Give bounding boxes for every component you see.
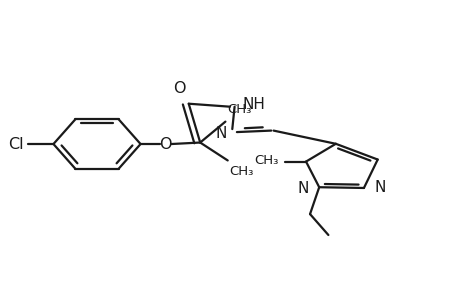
Text: CH₃: CH₃ (226, 103, 251, 116)
Text: CH₃: CH₃ (229, 165, 253, 178)
Text: O: O (159, 136, 172, 152)
Text: N: N (215, 126, 226, 141)
Text: N: N (297, 181, 308, 196)
Text: N: N (373, 180, 385, 195)
Text: Cl: Cl (8, 136, 23, 152)
Text: O: O (173, 81, 185, 96)
Text: CH₃: CH₃ (253, 154, 278, 167)
Text: NH: NH (242, 98, 265, 112)
